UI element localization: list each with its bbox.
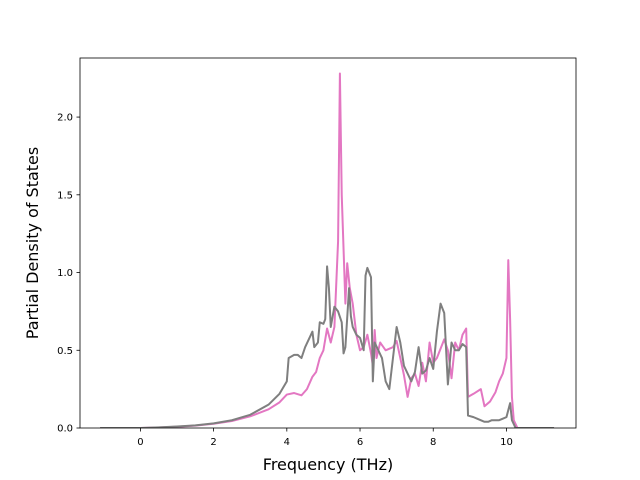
y-tick-label: 0.0 — [57, 424, 73, 435]
x-tick-label: 8 — [430, 437, 436, 448]
x-tick-label: 4 — [284, 437, 290, 448]
y-tick-label: 0.5 — [57, 346, 73, 357]
y-tick-label: 2.0 — [57, 113, 73, 124]
plot-frame — [79, 57, 577, 429]
y-axis-label: Partial Density of States — [23, 147, 42, 339]
y-tick-label: 1.5 — [57, 190, 73, 201]
tick-layer: 0 2 4 6 8 10 0.0 0.5 1.0 1.5 2.0 — [57, 113, 513, 448]
x-axis-label: Frequency (THz) — [263, 455, 393, 474]
y-tick-label: 1.0 — [57, 268, 73, 279]
x-tick-label: 2 — [210, 437, 216, 448]
series-layer — [100, 72, 555, 428]
series-line-1 — [100, 72, 555, 428]
series-line-2 — [100, 265, 555, 428]
x-tick-label: 0 — [137, 437, 143, 448]
x-tick-label: 6 — [357, 437, 363, 448]
x-tick-label: 10 — [500, 437, 513, 448]
